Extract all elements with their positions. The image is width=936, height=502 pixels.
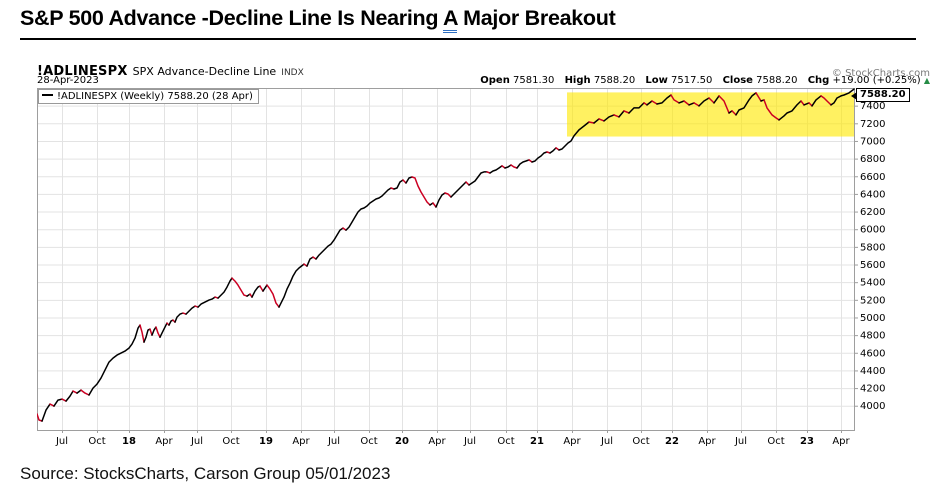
svg-text:7200: 7200 xyxy=(860,119,885,130)
svg-text:Jul: Jul xyxy=(734,436,747,447)
svg-text:6600: 6600 xyxy=(860,172,885,183)
close-label: Close xyxy=(722,75,753,86)
close-value: 7588.20 xyxy=(756,75,798,86)
low-label: Low xyxy=(645,75,668,86)
open-value: 7581.30 xyxy=(513,75,555,86)
chg-value: +19.00 (+0.25%) xyxy=(832,75,921,86)
svg-text:Jul: Jul xyxy=(463,436,476,447)
low-value: 7517.50 xyxy=(671,75,713,86)
svg-text:7400: 7400 xyxy=(860,101,885,112)
svg-text:Jul: Jul xyxy=(327,436,340,447)
plot-area: 4000 4200 4400 4600 4800 5000 5200 5400 5600 5800… xyxy=(36,88,935,452)
svg-text:4600: 4600 xyxy=(860,348,885,359)
stockcharts-credit: © StockCharts.com xyxy=(831,68,930,79)
svg-text:Jul: Jul xyxy=(190,436,203,447)
svg-text:4000: 4000 xyxy=(860,401,885,412)
svg-text:5400: 5400 xyxy=(860,278,885,289)
svg-text:19: 19 xyxy=(259,436,273,447)
svg-text:23: 23 xyxy=(800,436,814,447)
title-prefix: S&P 500 Advance -Decline Line Is Nearing xyxy=(20,6,444,30)
svg-text:5800: 5800 xyxy=(860,242,885,253)
svg-text:4800: 4800 xyxy=(860,331,885,342)
svg-text:Oct: Oct xyxy=(88,436,105,447)
symbol-ticker: !ADLINESPX xyxy=(37,64,128,79)
svg-text:6400: 6400 xyxy=(860,189,885,200)
svg-text:Oct: Oct xyxy=(632,436,649,447)
title-suffix: Major Breakout xyxy=(457,6,616,30)
symbol-exchange: INDX xyxy=(281,68,304,78)
chart-date: 28-Apr-2023 xyxy=(37,75,99,86)
quote-strip: Open 7581.30 High 7588.20 Low 7517.50 Cl… xyxy=(473,75,930,86)
symbol-header: !ADLINESPX SPX Advance-Decline Line INDX xyxy=(37,60,304,79)
svg-text:18: 18 xyxy=(122,436,136,447)
svg-text:Apr: Apr xyxy=(563,436,581,447)
svg-text:4200: 4200 xyxy=(860,384,885,395)
svg-text:Apr: Apr xyxy=(428,436,446,447)
svg-text:5200: 5200 xyxy=(860,295,885,306)
svg-text:21: 21 xyxy=(530,436,544,447)
svg-text:Oct: Oct xyxy=(360,436,377,447)
svg-text:7000: 7000 xyxy=(860,136,885,147)
last-price-tag: 7588.20 xyxy=(851,88,910,102)
svg-text:Oct: Oct xyxy=(497,436,514,447)
page-title: S&P 500 Advance -Decline Line Is Nearing… xyxy=(20,6,916,40)
up-triangle-icon: ▲ xyxy=(923,76,930,85)
svg-text:Apr: Apr xyxy=(155,436,173,447)
svg-text:5600: 5600 xyxy=(860,260,885,271)
credit-line: © StockCharts.com xyxy=(832,61,930,80)
open-label: Open xyxy=(480,75,510,86)
source-caption: Source: StocksCharts, Carson Group 05/01… xyxy=(20,464,391,483)
svg-text:Jul: Jul xyxy=(600,436,613,447)
chg-label: Chg xyxy=(807,75,830,86)
svg-text:4400: 4400 xyxy=(860,366,885,377)
high-value: 7588.20 xyxy=(593,75,636,86)
svg-text:Oct: Oct xyxy=(767,436,784,447)
svg-text:6200: 6200 xyxy=(860,207,885,218)
svg-text:22: 22 xyxy=(665,436,679,447)
svg-text:20: 20 xyxy=(395,436,409,447)
legend-label: !ADLINESPX (Weekly) 7588.20 (28 Apr) xyxy=(57,91,253,102)
symbol-name: SPX Advance-Decline Line xyxy=(132,65,277,78)
title-underlined-word: A xyxy=(443,6,458,33)
svg-text:Apr: Apr xyxy=(292,436,310,447)
svg-text:Apr: Apr xyxy=(698,436,716,447)
high-label: High xyxy=(564,75,591,86)
svg-text:Jul: Jul xyxy=(55,436,68,447)
price-chart-canvas: 4000 4200 4400 4600 4800 5000 5200 5400 5600 5800… xyxy=(36,88,885,447)
svg-text:6000: 6000 xyxy=(860,225,885,236)
svg-text:Apr: Apr xyxy=(832,436,850,447)
svg-text:5000: 5000 xyxy=(860,313,885,324)
stockcharts-widget: !ADLINESPX SPX Advance-Decline Line INDX… xyxy=(0,60,936,452)
svg-text:Oct: Oct xyxy=(222,436,239,447)
svg-text:6800: 6800 xyxy=(860,154,885,165)
line-swatch-icon xyxy=(42,94,53,96)
series-legend: !ADLINESPX (Weekly) 7588.20 (28 Apr) xyxy=(38,89,259,104)
